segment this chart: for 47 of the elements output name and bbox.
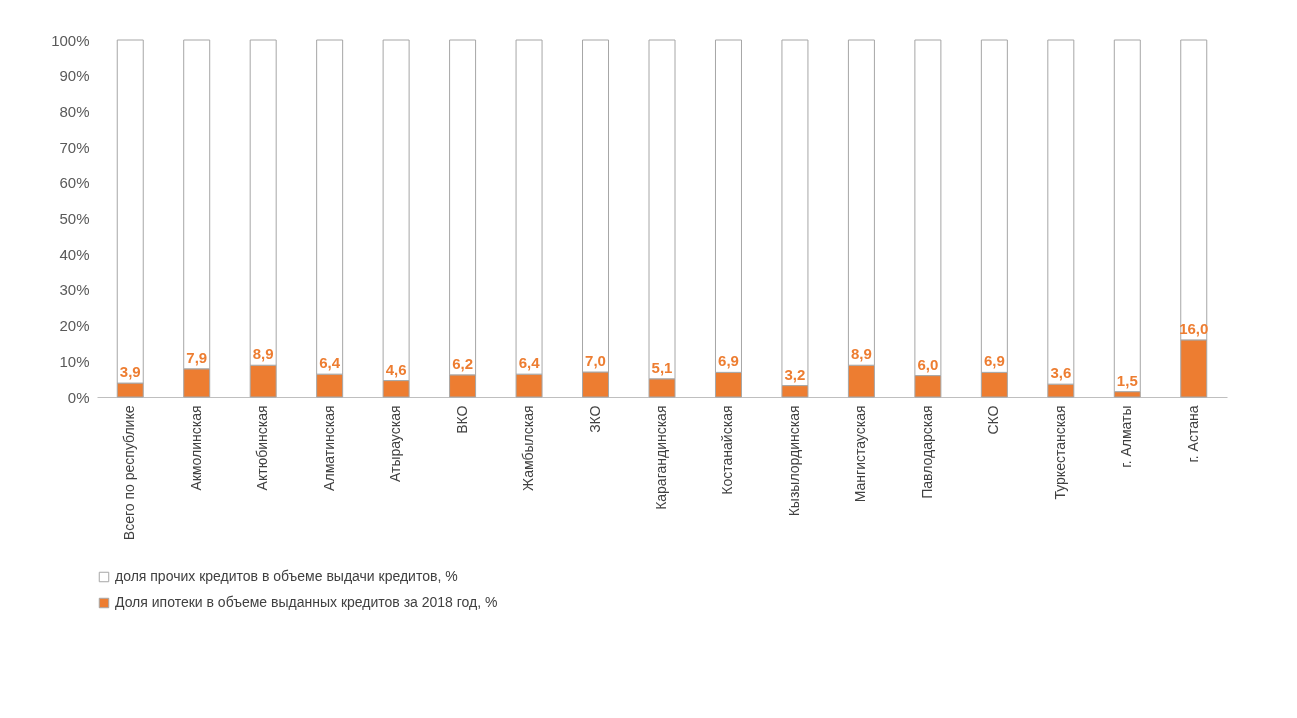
x-tick-label: Всего по республике: [121, 405, 138, 541]
x-tick-label: Алматинская: [320, 405, 337, 491]
data-label: 3,9: [119, 363, 141, 381]
data-label: 5,1: [651, 358, 673, 376]
y-tick-label: 70%: [59, 138, 90, 156]
data-label: 6,9: [718, 352, 739, 370]
y-tick-label: 100%: [51, 31, 90, 49]
legend-label: доля прочих кредитов в объеме выдачи кредитов, %: [115, 568, 458, 584]
x-tick-label: г. Астана: [1184, 405, 1201, 463]
x-tick-label: Жамбылская: [520, 405, 537, 491]
data-label: 6,4: [319, 354, 341, 372]
x-tick-label: Кызылординская: [785, 405, 802, 517]
data-label: 6,2: [452, 354, 474, 372]
data-label: 6,4: [518, 354, 541, 372]
data-label: 8,9: [252, 345, 274, 363]
data-label: 3,6: [1050, 364, 1072, 382]
data-label: 8,9: [850, 345, 872, 363]
y-tick-label: 60%: [59, 174, 90, 192]
data-label: 6,0: [917, 355, 939, 373]
x-tick-label: ВКО: [453, 405, 470, 434]
y-tick-label: 0%: [67, 388, 90, 406]
y-tick-label: 90%: [59, 67, 90, 85]
y-tick-label: 10%: [59, 352, 90, 370]
x-tick-label: Павлодарская: [918, 405, 935, 499]
data-label: 16,0: [1179, 319, 1209, 337]
y-tick-label: 50%: [59, 210, 90, 227]
x-tick-label: ЗКО: [586, 405, 603, 433]
x-tick-label: Акмолинская: [187, 405, 204, 491]
x-tick-label: Атырауская: [387, 405, 404, 483]
data-label: 1,5: [1116, 371, 1138, 389]
data-label: 7,9: [186, 348, 208, 366]
x-tick-label: Костанайская: [719, 405, 736, 495]
x-tick-label: Туркестанская: [1051, 405, 1068, 500]
y-tick-label: 30%: [59, 281, 90, 299]
y-tick-label: 80%: [59, 102, 90, 120]
data-label: 3,2: [784, 365, 806, 383]
x-tick-label: Мангистауская: [852, 405, 869, 503]
data-label: 4,6: [385, 360, 407, 378]
x-tick-label: Актюбинская: [254, 405, 271, 491]
y-tick-label: 20%: [59, 317, 90, 335]
data-label: 6,9: [983, 352, 1005, 370]
data-label: 7,0: [585, 352, 606, 370]
y-tick-label: 40%: [59, 245, 90, 263]
x-tick-label: г. Алматы: [1118, 405, 1135, 468]
x-tick-label: Карагандинская: [653, 405, 669, 510]
legend-label: Доля ипотеки в объеме выданных кредитов за 2018 год, %: [115, 594, 498, 610]
x-tick-label: СКО: [985, 405, 1002, 435]
